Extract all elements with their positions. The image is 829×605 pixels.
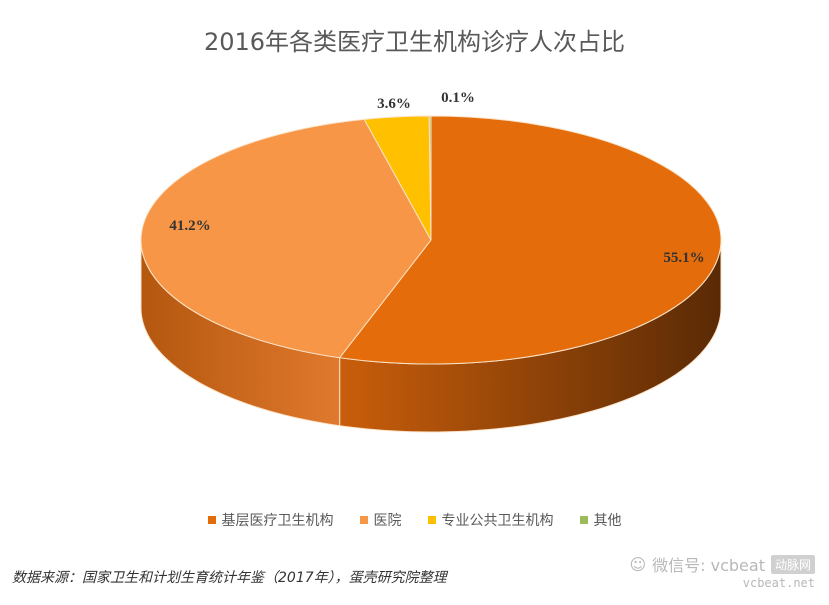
legend-label-1: 医院: [373, 513, 402, 529]
chart-title: 2016年各类医疗卫生机构诊疗人次占比: [203, 28, 626, 56]
legend-item-2: 专业公共卫生机构: [427, 510, 554, 530]
watermark-wechat: 微信号: vcbeat: [652, 556, 765, 575]
legend-label-3: 其他: [593, 513, 622, 529]
data-label-3: 0.1%: [441, 90, 475, 106]
watermark-brand: 动脉网: [770, 554, 815, 574]
data-label-2: 3.6%: [377, 96, 411, 112]
slice-3: [428, 115, 432, 241]
legend-label-0: 基层医疗卫生机构: [221, 513, 334, 529]
legend: 基层医疗卫生机构 医院 专业公共卫生机构 其他: [0, 510, 829, 530]
slice-1: [140, 118, 432, 359]
watermark-url: vcbeat.net: [742, 576, 815, 590]
legend-item-0: 基层医疗卫生机构: [207, 510, 334, 530]
data-label-0: 55.1%: [663, 250, 704, 266]
legend-label-2: 专业公共卫生机构: [441, 513, 554, 529]
pie-chart: 55.1% 41.2% 3.6% 0.1%: [140, 90, 722, 433]
legend-swatch-3: [579, 516, 588, 524]
watermark: ☺ 微信号: vcbeat 动脉网 vcbeat.net: [629, 552, 815, 590]
data-label-1: 41.2%: [169, 218, 210, 234]
slice-0: [338, 115, 722, 365]
legend-swatch-1: [359, 516, 368, 524]
legend-swatch-2: [427, 516, 436, 524]
wechat-icon: ☺: [629, 554, 647, 574]
legend-item-3: 其他: [579, 510, 622, 530]
legend-item-1: 医院: [359, 510, 402, 530]
legend-swatch-0: [207, 516, 216, 524]
source-note: 数据来源：国家卫生和计划生育统计年鉴（2017年），蛋壳研究院整理: [12, 570, 447, 586]
